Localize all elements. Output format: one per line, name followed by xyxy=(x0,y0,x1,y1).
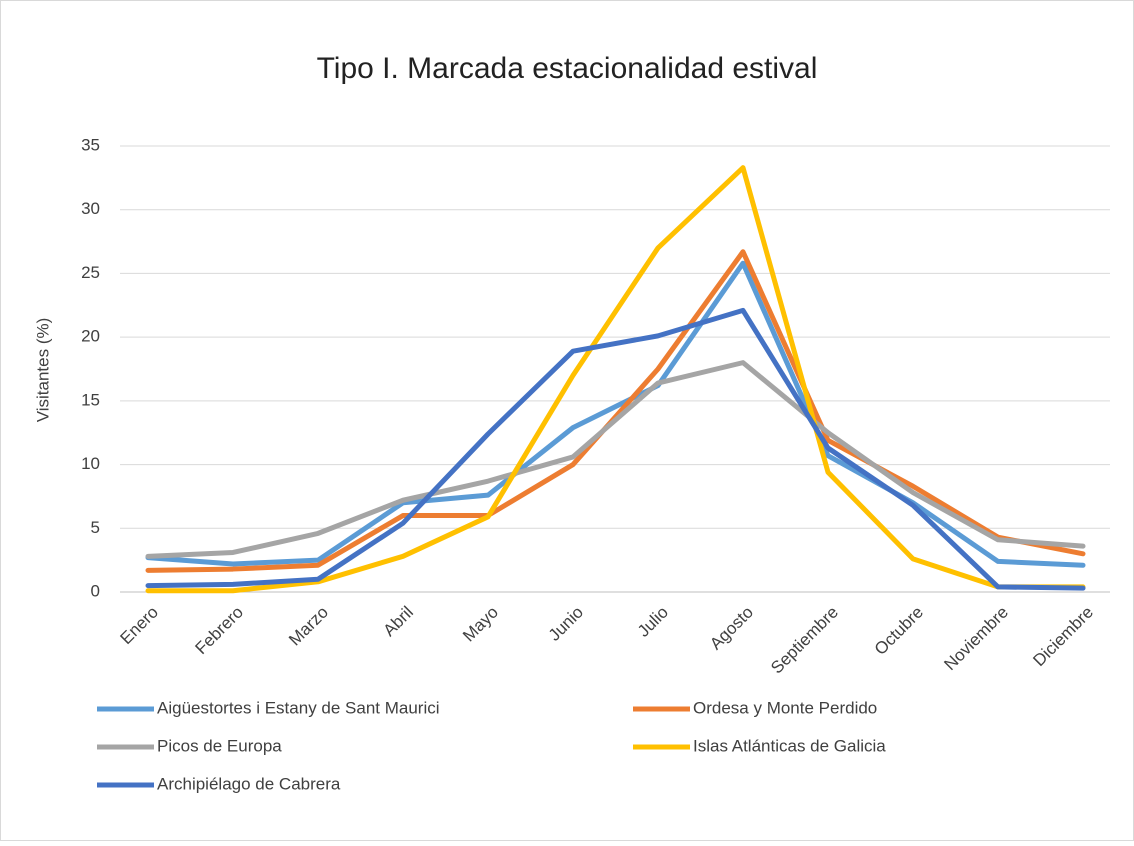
y-tick-label: 0 xyxy=(91,581,100,600)
y-tick-label: 10 xyxy=(81,454,100,473)
y-tick-label: 15 xyxy=(81,390,100,409)
legend-label: Aigüestortes i Estany de Sant Maurici xyxy=(157,698,440,717)
series-line xyxy=(145,307,1086,591)
series-line xyxy=(145,260,1086,568)
legend-label: Islas Atlánticas de Galicia xyxy=(693,736,886,755)
y-axis-label: Visitantes (%) xyxy=(33,318,52,423)
y-tick-label: 35 xyxy=(81,135,100,154)
legend-label: Ordesa y Monte Perdido xyxy=(693,698,877,717)
y-tick-label: 30 xyxy=(81,199,100,218)
y-tick-label: 20 xyxy=(81,327,100,346)
legend-label: Picos de Europa xyxy=(157,736,282,755)
y-tick-label: 25 xyxy=(81,263,100,282)
chart-title: Tipo I. Marcada estacionalidad estival xyxy=(317,52,818,85)
y-tick-label: 5 xyxy=(91,518,100,537)
series-line xyxy=(145,360,1086,559)
series-line xyxy=(145,165,1086,594)
legend-label: Archipiélago de Cabrera xyxy=(157,774,341,793)
